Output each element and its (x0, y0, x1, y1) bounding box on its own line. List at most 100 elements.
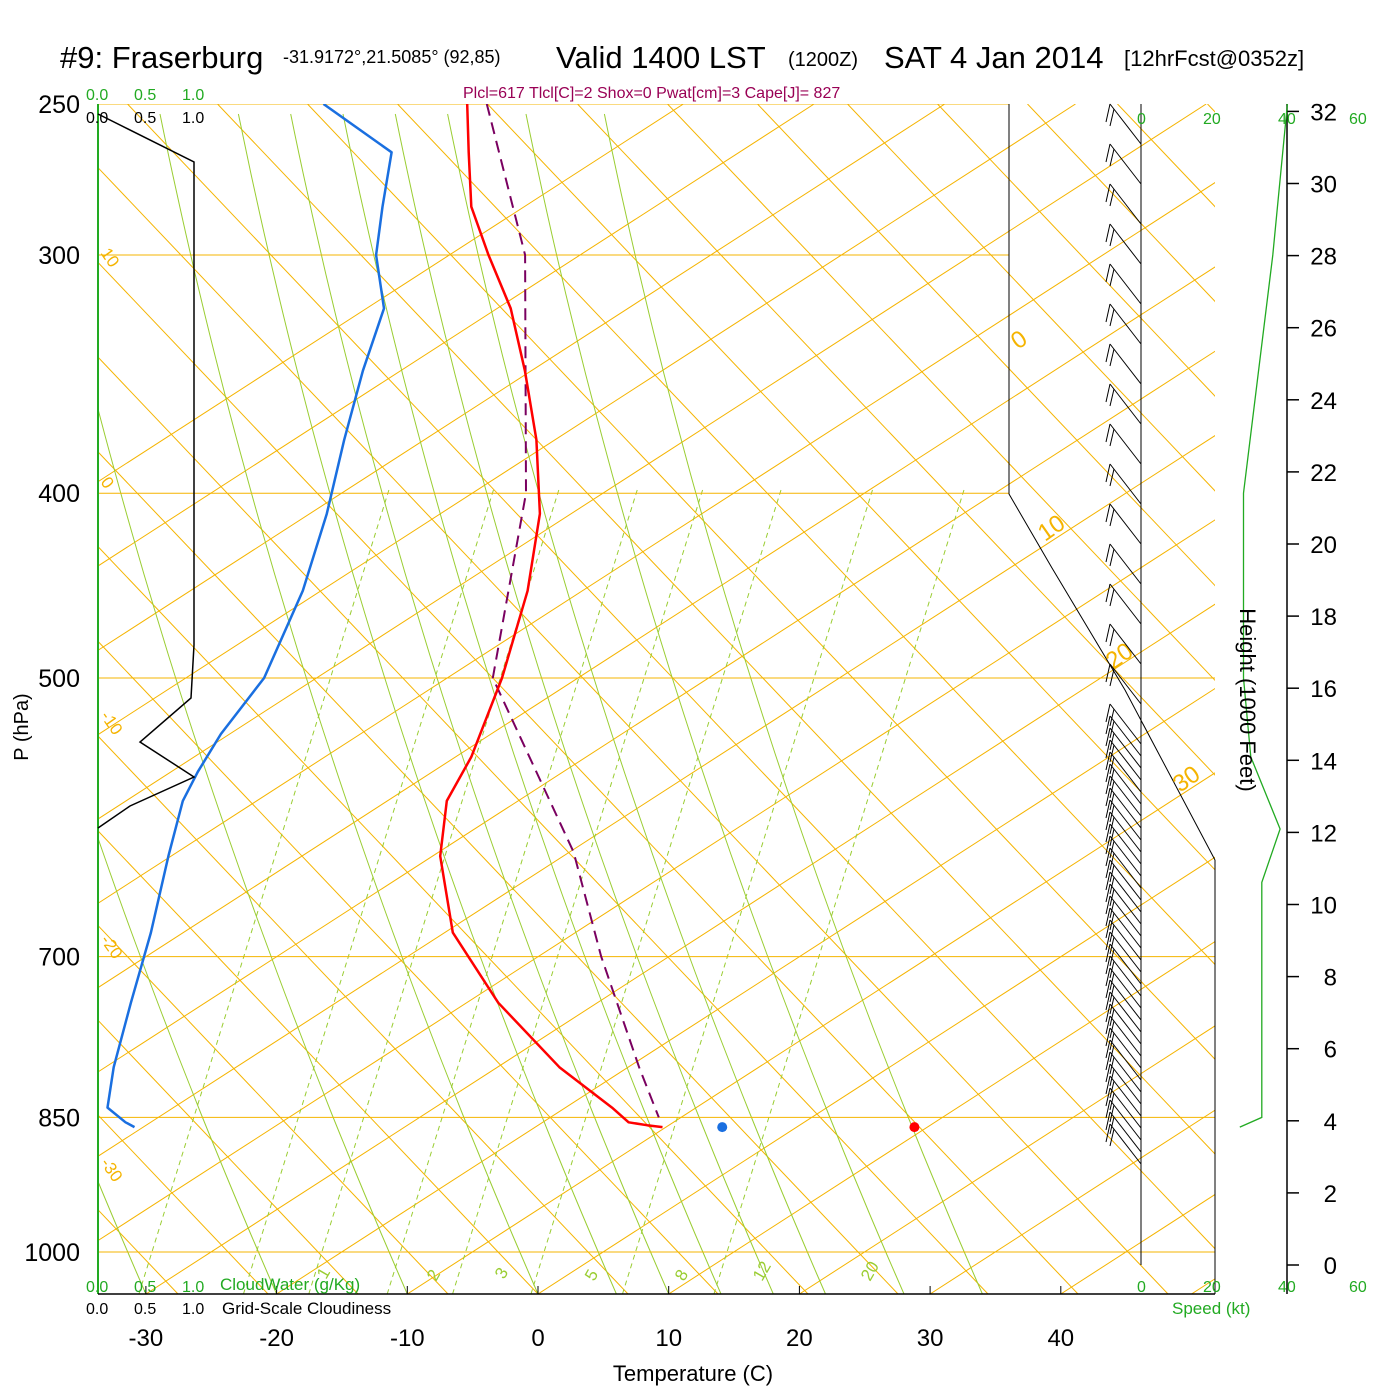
pressure-tick-label: 250 (38, 91, 80, 119)
wind-barb (1105, 739, 1142, 781)
dry-adiabat-line (98, 735, 629, 1294)
isotherm-line (98, 104, 946, 651)
mixing-ratio-line (242, 489, 494, 1294)
height-tick-label: 0 (1324, 1253, 1337, 1280)
wind-barb (1105, 1063, 1142, 1105)
moist-adiabat-line (342, 113, 722, 1294)
x-tick-label: -20 (259, 1325, 294, 1352)
pressure-tick-label: 700 (38, 944, 80, 972)
cloudwater-tick: 1.0 (182, 1279, 204, 1296)
isotherm-label: 0 (97, 473, 118, 492)
speed-tick: 0 (1137, 111, 1146, 128)
wind-speed-profile (1239, 103, 1289, 1128)
wind-barb (1105, 967, 1142, 1009)
utc-time: (1200Z) (788, 49, 858, 71)
moist-adiabat-line (603, 113, 983, 1294)
plot-boundary (1008, 104, 1216, 861)
background-lines (98, 104, 1215, 1294)
wind-barb (1105, 847, 1142, 889)
mixing-ratio-label: 3 (491, 1264, 512, 1282)
wind-barb (1105, 1003, 1142, 1045)
isotherm-label: -20 (97, 931, 127, 962)
height-axis-label: Height (1000 Feet) (1235, 608, 1260, 791)
wind-barb (1105, 787, 1142, 829)
wind-barb (1105, 871, 1142, 913)
height-tick-label: 22 (1310, 460, 1337, 487)
pressure-tick-label: 1000 (24, 1239, 80, 1267)
wind-barb (1105, 715, 1142, 757)
dry-adiabat-line (98, 640, 719, 1294)
cloudiness-label: Grid-Scale Cloudiness (222, 1299, 391, 1318)
mixing-ratio-label: 5 (581, 1266, 602, 1284)
height-tick-label: 26 (1310, 316, 1337, 343)
height-tick-label: 8 (1324, 965, 1337, 992)
wind-barb (1105, 859, 1142, 901)
x-tick-label: 30 (917, 1325, 944, 1352)
height-tick-label: 12 (1310, 820, 1337, 847)
mixing-ratio-line (452, 489, 704, 1294)
wind-barb (1105, 1075, 1142, 1117)
height-tick-label: 10 (1310, 893, 1337, 920)
wind-barb (1105, 775, 1142, 817)
wind-barb (1105, 919, 1142, 961)
sounding-parameters: Plcl=617 Tlcl[C]=2 Shox=0 Pwat[cm]=3 Cap… (463, 85, 840, 102)
cloudiness-tick: 0.0 (86, 110, 108, 127)
x-tick-label: 40 (1047, 1325, 1074, 1352)
wind-barb (1105, 763, 1142, 805)
isotherm-label: -30 (97, 1154, 127, 1185)
cloudwater-label: CloudWater (g/Kg) (220, 1275, 360, 1294)
mixing-ratio-line (386, 489, 638, 1294)
wind-barb (1105, 811, 1142, 853)
dry-adiabat-line (757, 104, 1215, 587)
station-coords: -31.9172°,21.5085° (92,85) (283, 47, 501, 67)
speed-scale-top: 0 20 40 60 (1137, 111, 1367, 128)
wind-barb (1105, 663, 1142, 705)
temperature-curve (438, 104, 663, 1129)
dry-adiabat-line (577, 104, 1215, 776)
wind-barb (1105, 799, 1142, 841)
dry-adiabat-line (667, 104, 1215, 682)
dry-adiabat-line (217, 104, 1215, 1155)
dry-adiabat-line (98, 166, 1169, 1294)
wind-barb (1105, 979, 1142, 1021)
moist-adiabat-line (237, 113, 617, 1294)
isotherm-line (98, 266, 1215, 989)
dry-adiabat-line (307, 104, 1215, 1060)
dewpoint-curve (106, 104, 393, 1129)
cloudiness-tick: 0.0 (86, 1301, 108, 1318)
wind-barb (1105, 727, 1142, 769)
overlay: -30 -20 -10 0 10 20 30 402503004005007008501000… (24, 91, 1337, 1352)
height-tick-label: 28 (1310, 244, 1337, 271)
isotherm-label: 10 (97, 244, 123, 270)
wind-barb (1105, 1015, 1142, 1057)
dry-adiabat-line (487, 104, 1215, 871)
dry-adiabat-line (98, 545, 809, 1294)
wind-barb (1105, 263, 1142, 305)
height-tick-label: 32 (1310, 99, 1337, 126)
speed-tick: 60 (1349, 1279, 1367, 1296)
height-tick-label: 4 (1324, 1109, 1337, 1136)
isotherm-label: 30 (1168, 760, 1205, 797)
wind-barb (1105, 423, 1142, 465)
pressure-tick-label: 400 (38, 480, 80, 508)
moist-adiabat-line (159, 113, 539, 1294)
isotherm-line (407, 772, 1215, 1294)
forecast-date: SAT 4 Jan 2014 (884, 40, 1103, 75)
wind-barb (1105, 751, 1142, 793)
wind-barb (1105, 543, 1142, 585)
dry-adiabat-line (937, 104, 1215, 397)
surface-dewpoint-marker (717, 1122, 728, 1133)
dry-adiabat-line (98, 261, 1079, 1294)
isotherm-line (1191, 1278, 1215, 1294)
height-tick-label: 24 (1310, 388, 1337, 415)
wind-barb (1105, 955, 1142, 997)
moist-adiabat-line (525, 113, 905, 1294)
dry-adiabat-line (98, 924, 449, 1294)
moist-adiabat-line (447, 113, 826, 1294)
wind-barb (1105, 823, 1142, 865)
speed-tick: 20 (1203, 111, 1221, 128)
height-tick-label: 6 (1324, 1037, 1337, 1064)
speed-tick: 60 (1349, 111, 1367, 128)
wind-barb (1105, 835, 1142, 877)
